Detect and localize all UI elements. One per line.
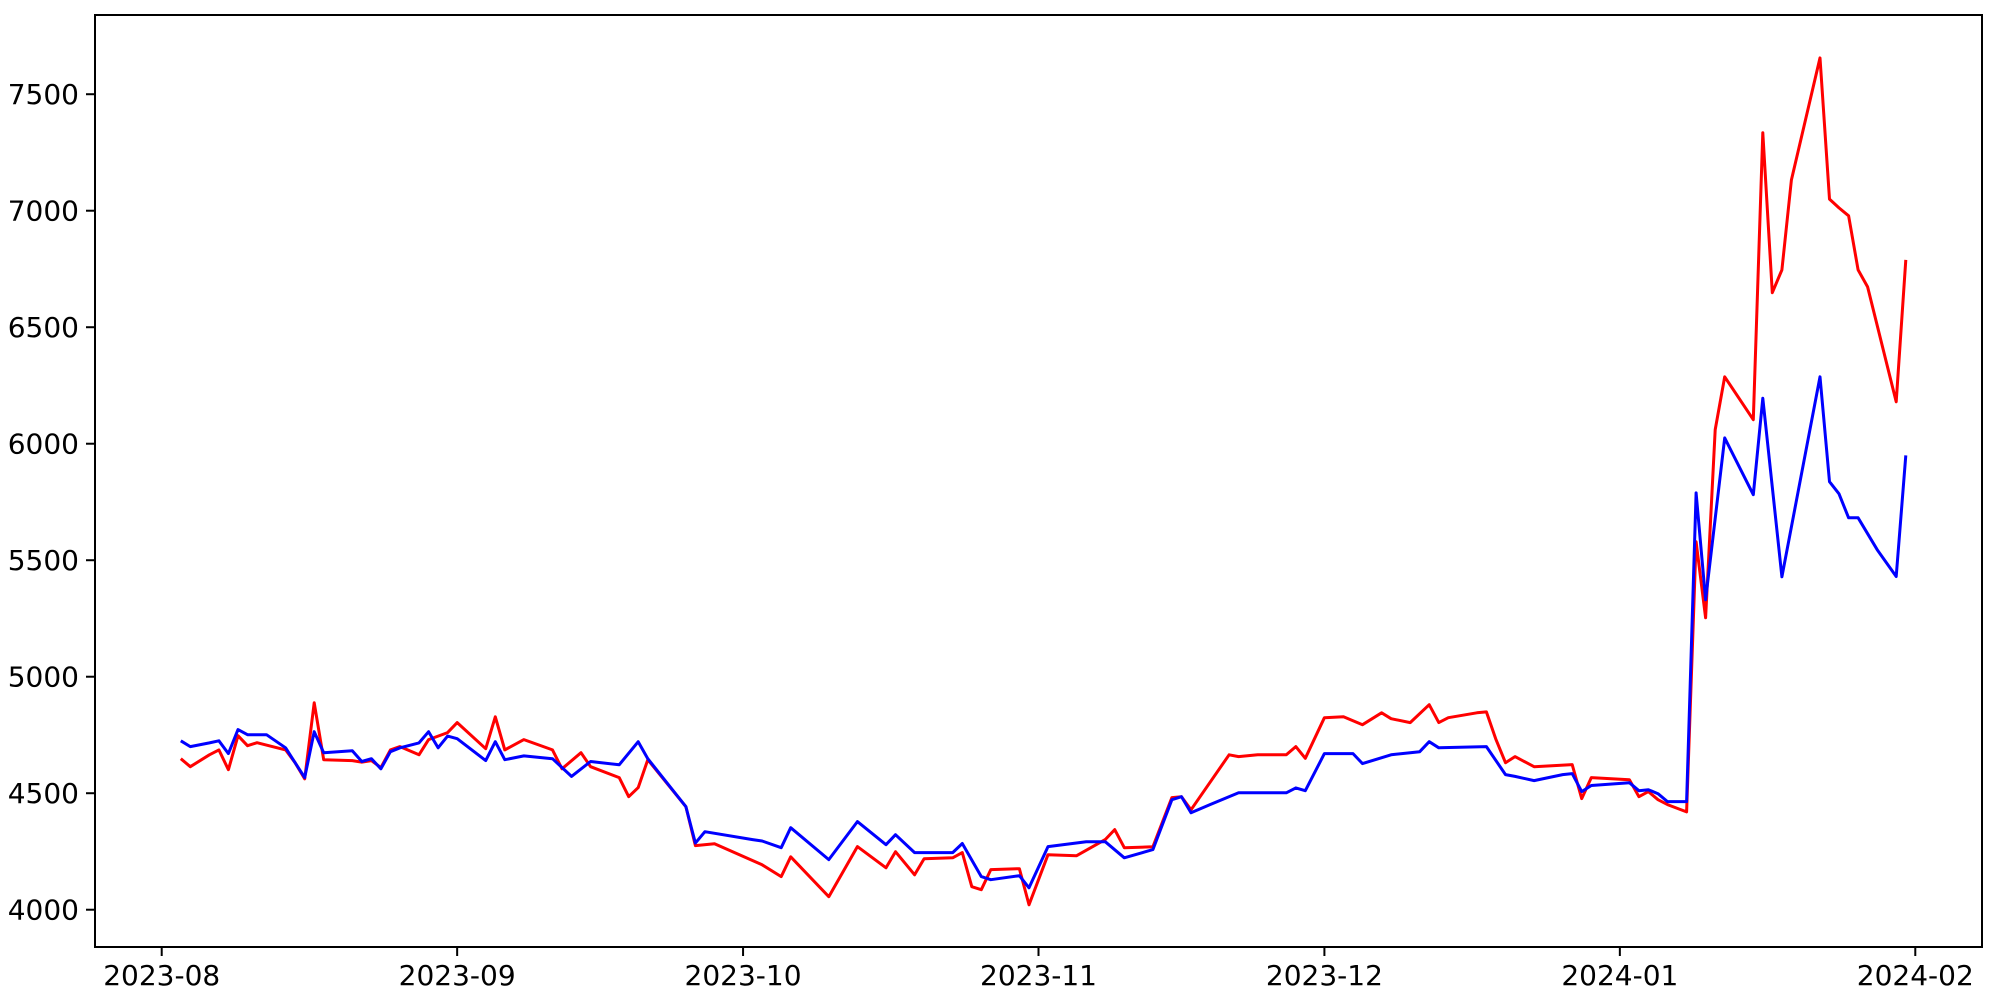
x-tick-label: 2023-11 <box>980 959 1097 992</box>
y-tick-label: 6000 <box>8 428 79 461</box>
y-tick-label: 7500 <box>8 78 79 111</box>
blue-series-line <box>180 375 1908 890</box>
y-tick-label: 4000 <box>8 894 79 927</box>
plot-area <box>179 56 1908 907</box>
x-tick-label: 2023-09 <box>399 959 516 992</box>
y-tick-label: 7000 <box>8 195 79 228</box>
x-axis: 2023-08 2023-09 2023-10 2023-11 2023-12 2024-… <box>103 947 1974 992</box>
y-tick-label: 6500 <box>8 311 79 344</box>
y-tick-label: 5000 <box>8 661 79 694</box>
x-tick-label: 2023-08 <box>103 959 220 992</box>
x-tick-label: 2024-01 <box>1561 959 1678 992</box>
y-tick-label: 4500 <box>8 777 79 810</box>
y-tick-label: 5500 <box>8 544 79 577</box>
x-tick-label: 2023-10 <box>685 959 802 992</box>
y-axis: 4000 4500 5000 5500 6000 6500 7000 7500 <box>8 78 95 927</box>
x-tick-label: 2023-12 <box>1266 959 1383 992</box>
x-tick-label: 2024-02 <box>1857 959 1974 992</box>
